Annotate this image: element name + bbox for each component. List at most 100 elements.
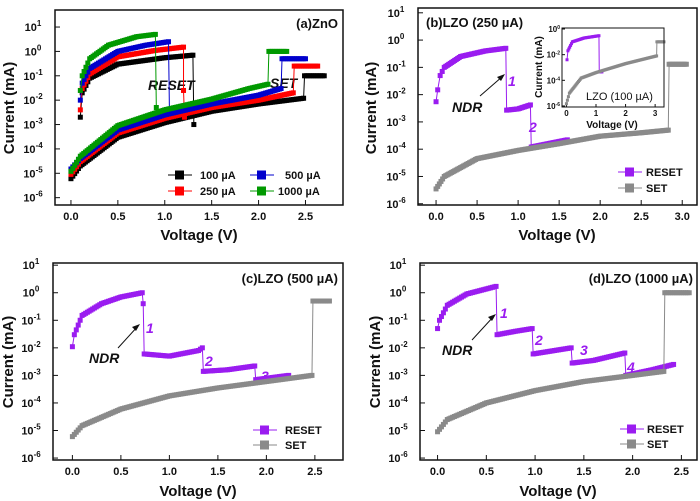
legend-marker bbox=[257, 186, 266, 196]
data-point bbox=[79, 80, 85, 86]
data-point bbox=[661, 368, 667, 374]
data-point bbox=[181, 114, 187, 120]
y-tick-exponent: -3 bbox=[34, 367, 42, 376]
x-tick-label: 0.5 bbox=[469, 211, 484, 223]
y-tick-label: 10-4 bbox=[23, 141, 43, 156]
data-point bbox=[181, 87, 187, 93]
step-label-1: 1 bbox=[508, 73, 516, 89]
data-point bbox=[433, 99, 439, 105]
x-tick-label: 0.0 bbox=[430, 466, 445, 478]
data-point bbox=[569, 43, 573, 47]
x-tick-label: 0.5 bbox=[113, 466, 128, 478]
legend-label: 1000 µA bbox=[278, 186, 320, 198]
y-tick-exponent: 0 bbox=[402, 285, 407, 294]
data-point bbox=[284, 48, 290, 54]
y-tick-exponent: -6 bbox=[36, 190, 44, 199]
x-tick-label: 1.5 bbox=[576, 466, 591, 478]
y-tick-label: 101 bbox=[23, 257, 40, 272]
y-tick-exponent: 0 bbox=[557, 25, 560, 31]
data-point bbox=[75, 156, 81, 162]
x-tick-label: 2.5 bbox=[634, 211, 649, 223]
data-point bbox=[597, 34, 601, 38]
x-tick-label: 2 bbox=[623, 109, 628, 118]
annotation-ndr: NDR bbox=[89, 350, 120, 366]
annotation-ndr: NDR bbox=[442, 342, 473, 358]
data-point bbox=[77, 107, 83, 113]
x-tick-label: 1.0 bbox=[510, 211, 525, 223]
data-point bbox=[315, 63, 321, 69]
data-point bbox=[302, 56, 308, 62]
legend-marker bbox=[627, 424, 636, 434]
data-point bbox=[326, 298, 332, 304]
data-point bbox=[493, 283, 499, 289]
data-point bbox=[529, 326, 535, 332]
step-label-1: 1 bbox=[500, 305, 508, 321]
y-tick-label: 10-5 bbox=[386, 168, 406, 183]
legend-label: 500 µA bbox=[285, 170, 321, 182]
y-tick-exponent: -1 bbox=[34, 312, 42, 321]
panel-b-legend: RESET SET bbox=[646, 167, 683, 195]
series-line bbox=[435, 47, 568, 148]
x-tick-label: 2.5 bbox=[307, 466, 322, 478]
legend-marker bbox=[260, 425, 269, 435]
data-point bbox=[252, 363, 258, 369]
step-label-4: 4 bbox=[626, 359, 635, 375]
data-point bbox=[686, 290, 692, 296]
x-tick-label: 0.0 bbox=[428, 211, 443, 223]
plot-frame bbox=[417, 7, 698, 206]
panel-c-ylabel: Current (mA) bbox=[0, 316, 17, 409]
data-point bbox=[75, 322, 81, 328]
data-point bbox=[438, 314, 444, 320]
plot-frame bbox=[419, 262, 698, 461]
x-tick-label: 2.0 bbox=[259, 466, 274, 478]
step-label-3: 3 bbox=[580, 342, 588, 358]
x-tick-label: 2.5 bbox=[674, 466, 689, 478]
data-point bbox=[564, 102, 568, 106]
data-point bbox=[68, 168, 74, 174]
y-tick-label: 10-6 bbox=[21, 450, 41, 465]
legend-label: RESET bbox=[646, 167, 683, 179]
panel-c-title: (c)LZO (500 µA) bbox=[242, 271, 338, 286]
y-tick-label: 10-2 bbox=[23, 92, 43, 107]
data-point bbox=[435, 326, 441, 332]
y-tick-exponent: -1 bbox=[399, 59, 407, 68]
data-point bbox=[439, 68, 445, 74]
legend-marker bbox=[625, 183, 634, 193]
legend-label: RESET bbox=[647, 424, 684, 436]
series-line bbox=[437, 285, 674, 377]
series-SET bbox=[435, 290, 692, 435]
ndr-arrowhead bbox=[497, 74, 505, 81]
panel-d-legend: RESET SET bbox=[647, 424, 684, 451]
y-tick-label: 10-5 bbox=[23, 165, 43, 180]
y-tick-exponent: 1 bbox=[37, 19, 42, 28]
data-point bbox=[301, 95, 307, 101]
y-tick-exponent: -4 bbox=[36, 141, 44, 150]
x-tick-label: 1.5 bbox=[551, 211, 566, 223]
legend-label: SET bbox=[646, 183, 668, 195]
ndr-arrow bbox=[479, 75, 504, 97]
step-label-1: 1 bbox=[146, 320, 154, 336]
series-100A bbox=[68, 52, 327, 182]
y-tick-label: 10-1 bbox=[21, 312, 41, 327]
series-RESET bbox=[69, 290, 292, 383]
y-tick-label: 10-3 bbox=[386, 114, 406, 129]
data-point bbox=[437, 73, 443, 79]
legend-label: SET bbox=[647, 439, 669, 451]
data-point bbox=[568, 45, 572, 49]
y-tick-exponent: -2 bbox=[401, 340, 409, 349]
y-tick-exponent: -3 bbox=[401, 367, 409, 376]
y-tick-exponent: -5 bbox=[36, 165, 44, 174]
y-tick-exponent: -6 bbox=[556, 102, 561, 108]
y-tick-exponent: -1 bbox=[36, 68, 44, 77]
panel-b-title: (b)LZO (250 µA) bbox=[426, 15, 523, 30]
legend-label: 250 µA bbox=[200, 186, 236, 198]
series-SET bbox=[69, 298, 332, 440]
data-point bbox=[70, 165, 76, 171]
y-tick-exponent: -2 bbox=[399, 87, 407, 96]
y-tick-label: 10-6 bbox=[386, 196, 406, 211]
series-RESET bbox=[433, 45, 570, 150]
y-tick-label: 10-1 bbox=[388, 312, 408, 327]
data-point bbox=[152, 31, 158, 37]
y-tick-label: 10-2 bbox=[21, 340, 41, 355]
plot-frame bbox=[52, 262, 344, 461]
